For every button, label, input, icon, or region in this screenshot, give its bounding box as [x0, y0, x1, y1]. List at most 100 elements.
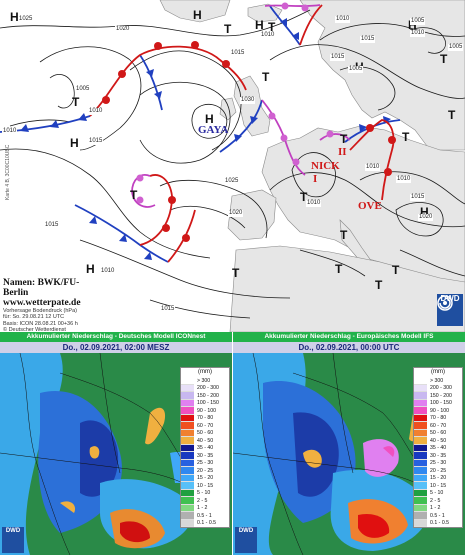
legend-swatch — [181, 392, 194, 400]
legend-row: 5 - 10 — [181, 489, 229, 497]
legend-row: 50 - 60 — [414, 429, 462, 437]
legend-row: 10 - 15 — [414, 482, 462, 490]
legend-row: 15 - 20 — [414, 474, 462, 482]
system-marker-i: I — [313, 173, 318, 185]
legend-swatch — [181, 519, 194, 527]
legend-label: 200 - 300 — [430, 385, 452, 392]
isobar-label: 1015 — [360, 36, 376, 43]
legend-swatch — [414, 399, 427, 407]
isobar-label: 1020 — [115, 26, 131, 33]
legend-row: 1 - 2 — [181, 504, 229, 512]
legend-row: 150 - 200 — [414, 392, 462, 400]
isobar-label: 1025 — [18, 16, 34, 23]
low-pressure-label: T — [375, 278, 383, 292]
legend-swatch — [181, 422, 194, 430]
precip-map-icon — [0, 353, 232, 555]
low-pressure-label: T — [300, 190, 308, 204]
legend-swatch — [181, 489, 194, 497]
legend-row: 40 - 50 — [414, 437, 462, 445]
low-pressure-label: T — [335, 262, 343, 276]
panel-title: Akkumulierter Niederschlag - Deutsches M… — [0, 332, 232, 342]
legend-swatch — [181, 459, 194, 467]
isobar-label: 1020 — [228, 210, 244, 217]
legend-row: 90 - 100 — [414, 407, 462, 415]
credit-valid-time: für: So. 29.08.21 12 UTC — [3, 314, 65, 321]
legend-swatch — [181, 474, 194, 482]
legend-label: 0.5 - 1 — [430, 512, 445, 519]
legend-swatch — [414, 497, 427, 505]
legend-row: 90 - 100 — [181, 407, 229, 415]
isobar-label: 1010 — [410, 30, 426, 37]
legend-swatch — [181, 414, 194, 422]
legend-label: 40 - 50 — [197, 437, 214, 444]
legend-row: 70 - 80 — [181, 414, 229, 422]
legend-swatch — [414, 512, 427, 520]
legend-swatch — [414, 407, 427, 415]
legend-swatch — [414, 474, 427, 482]
panel-date: Do., 02.09.2021, 02:00 MESZ — [0, 342, 232, 353]
legend-label: 20 - 25 — [430, 467, 447, 474]
isobar-label: 1015 — [44, 222, 60, 229]
legend-swatch — [181, 512, 194, 520]
legend-swatch — [181, 452, 194, 460]
isobar-label: 1010 — [335, 16, 351, 23]
isobar-label: 1030 — [240, 97, 256, 104]
isobar-label: 1010 — [100, 268, 116, 275]
legend-label: 20 - 25 — [197, 467, 214, 474]
legend-label: 15 - 20 — [430, 475, 447, 482]
cold-front-barbs — [20, 18, 391, 260]
low-pressure-label: T — [72, 95, 80, 109]
low-pressure-label: T — [392, 263, 400, 277]
dwd-logo: DWD — [235, 527, 257, 553]
legend-row: 200 - 300 — [414, 384, 462, 392]
legend-label: 10 - 15 — [197, 482, 214, 489]
legend-label: 30 - 35 — [430, 452, 447, 459]
legend-row: 35 - 40 — [414, 444, 462, 452]
high-pressure-label: H — [420, 205, 429, 219]
high-pressure-label: H — [193, 8, 202, 22]
legend-swatch — [414, 452, 427, 460]
legend-label: 60 - 70 — [197, 422, 214, 429]
legend-row: 60 - 70 — [181, 422, 229, 430]
legend-swatch — [181, 407, 194, 415]
legend-swatch — [414, 384, 427, 392]
legend-row: 70 - 80 — [414, 414, 462, 422]
isobar-label: 1015 — [410, 194, 426, 201]
isobar-label: 1005 — [448, 44, 464, 51]
legend-label: 30 - 35 — [197, 452, 214, 459]
legend-label: 50 - 60 — [430, 430, 447, 437]
legend-swatch — [414, 422, 427, 430]
credit-model-base: Basis: ICON 28.08.21 00+36 h — [3, 320, 78, 327]
legend-label: 1 - 2 — [430, 505, 441, 512]
occluded-front-symbols — [136, 2, 334, 204]
legend-unit: (mm) — [198, 369, 212, 375]
side-caption: Karte 4 B, 3C00C10UBC — [5, 144, 11, 200]
legend-row: 25 - 30 — [181, 459, 229, 467]
legend-row: 5 - 10 — [414, 489, 462, 497]
legend-row: 0.5 - 1 — [181, 512, 229, 520]
legend-row: 2 - 5 — [181, 497, 229, 505]
legend-row: 0.5 - 1 — [414, 512, 462, 520]
legend-label: > 300 — [430, 377, 444, 384]
dwd-swirl-icon — [437, 295, 453, 311]
legend-row: 2 - 5 — [414, 497, 462, 505]
legend-label: 60 - 70 — [430, 422, 447, 429]
isobar-label: 1010 — [2, 128, 18, 135]
low-pressure-label: T — [268, 20, 276, 34]
isobar-label: 1025 — [224, 178, 240, 185]
panel-date: Do., 02.09.2021, 00:00 UTC — [233, 342, 465, 353]
low-pressure-label: T — [440, 52, 448, 66]
legend-label: 5 - 10 — [430, 490, 444, 497]
isobar-label: 1010 — [365, 164, 381, 171]
legend-label: 1 - 2 — [197, 505, 208, 512]
precip-panel-ifs: Akkumulierter Niederschlag - Europäische… — [233, 332, 465, 555]
isobar-label: 1015 — [330, 54, 346, 61]
dwd-logo: DWD — [2, 527, 24, 553]
high-pressure-label: H — [10, 10, 19, 24]
warm-front-bumps — [102, 41, 396, 242]
legend-swatch — [414, 519, 427, 527]
system-name-nick: NICK — [311, 160, 340, 172]
legend-row: 30 - 35 — [181, 452, 229, 460]
legend-row: 20 - 25 — [414, 467, 462, 475]
legend-swatch — [414, 414, 427, 422]
